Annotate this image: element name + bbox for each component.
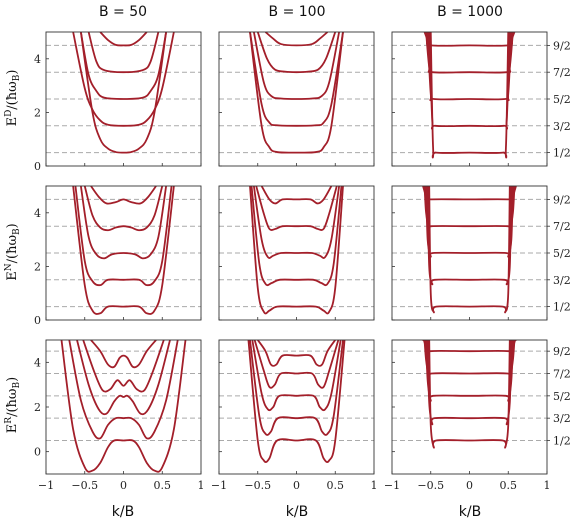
panel-robin-col3-level-label-4: 9/2 — [553, 345, 571, 358]
column-title-b50: B = 50 — [99, 4, 147, 20]
panel-robin-col2-level-4 — [257, 340, 336, 367]
panel-robin-col1-xtick-2: 0 — [120, 479, 127, 492]
panel-neumann-col1-level-2 — [79, 186, 168, 260]
xlabel-col2: k/B — [286, 504, 308, 520]
ylabel-row-neumann: EN/(ħωB) — [4, 223, 22, 281]
panel-robin-col3-xtick-1: −0.5 — [417, 479, 444, 492]
panel-dirichlet-col2-level-4 — [264, 32, 329, 47]
panel-dirichlet-col3-level-label-4: 9/2 — [553, 39, 571, 52]
panel-dirichlet-col3-level-label-0: 1/2 — [553, 147, 571, 160]
panel-dirichlet-col3-level-label-2: 5/2 — [553, 93, 571, 106]
panel-neumann-col3-level-3 — [423, 186, 516, 231]
panel-robin-col2-xtick-1: −0.5 — [244, 479, 271, 492]
panel-dirichlet-col1-level-1 — [72, 32, 175, 127]
panel-neumann-col3-level-0 — [428, 186, 511, 314]
panel-dirichlet-col1-ytick-1: 2 — [34, 106, 41, 119]
panel-robin-col2-level-2 — [251, 340, 342, 412]
panel-dirichlet-col2-level-2 — [252, 32, 341, 100]
panel-robin-col1-ytick-2: 4 — [34, 356, 41, 369]
panel-neumann-col2-level-0 — [249, 186, 344, 315]
panel-robin-col2-level-0 — [247, 340, 346, 463]
panel-neumann-col3-level-label-3: 7/2 — [553, 220, 571, 233]
panel-neumann-col1-ytick-0: 0 — [34, 314, 41, 327]
panel-robin-col1-level-0 — [60, 340, 187, 473]
column-title-b100: B = 100 — [269, 4, 326, 20]
panel-robin-col1-ytick-1: 2 — [34, 401, 41, 414]
panel-dirichlet-col2-level-1 — [249, 32, 344, 127]
panel-neumann-col3-level-2 — [425, 186, 514, 258]
panel-dirichlet-col3-level-2 — [426, 32, 513, 102]
panel-neumann-col2-level-1 — [250, 186, 343, 287]
ylabel-row-robin: ER/(ħωB) — [4, 377, 22, 433]
panel-neumann-col1-ytick-2: 4 — [34, 207, 41, 220]
panel-robin-col1-xtick-3: 0.5 — [154, 479, 172, 492]
panel-robin-col1-level-1 — [68, 340, 179, 440]
column-title-b1000: B = 1000 — [437, 4, 503, 20]
panel-dirichlet-col2-level-3 — [256, 32, 337, 74]
panels: 0 2 4 1/2 3/2 5/2 7/2 9/2 0 2 4 1/2 3/2 5/2 7/2 9/2 0 2 4 −… — [34, 31, 571, 492]
panel-robin-col3-frame — [391, 339, 548, 475]
panel-robin-col1-level-4 — [90, 340, 157, 369]
panel-robin-col3-level-4 — [422, 340, 517, 357]
panel-neumann-col2-level-3 — [255, 186, 338, 231]
panel-robin-col3-level-2 — [425, 340, 514, 402]
panel-robin-col3-level-1 — [426, 340, 513, 426]
panel-robin-col1-xtick-0: −1 — [38, 479, 54, 492]
panel-robin-col3-level-label-2: 5/2 — [553, 390, 571, 403]
panel-robin-col2-xtick-4: 1 — [371, 479, 378, 492]
panel-dirichlet-col1-level-2 — [79, 32, 168, 100]
panel-robin-col2-level-3 — [253, 340, 340, 389]
panel-neumann-col3-level-4 — [422, 186, 517, 204]
panel-dirichlet-col1-level-4 — [99, 32, 148, 47]
panel-robin-col3-xtick-3: 0.5 — [500, 479, 518, 492]
panel-dirichlet-col3-level-3 — [425, 32, 514, 74]
panel-dirichlet-col1-level-3 — [87, 32, 160, 74]
panel-robin-col3-xtick-4: 1 — [544, 479, 551, 492]
panel-robin-col1-xtick-4: 1 — [198, 479, 205, 492]
ylabel-row-dirichlet: ED/(ħωB) — [4, 70, 22, 127]
panel-dirichlet-col1-ytick-2: 4 — [34, 53, 41, 66]
panel-robin-col2-xtick-2: 0 — [293, 479, 300, 492]
panel-neumann-col1-level-1 — [74, 186, 173, 287]
panel-robin-col2-xtick-0: −1 — [211, 479, 227, 492]
panel-neumann-col2-level-4 — [260, 186, 333, 205]
panel-neumann-col1-ytick-1: 2 — [34, 260, 41, 273]
panel-robin-col2-xtick-3: 0.5 — [327, 479, 345, 492]
panel-robin-col3-level-label-3: 7/2 — [553, 368, 571, 381]
panel-robin-col1-xtick-1: −0.5 — [71, 479, 98, 492]
panel-dirichlet-col3-level-4 — [423, 32, 516, 47]
panel-dirichlet-col3-level-label-1: 3/2 — [553, 120, 571, 133]
panel-dirichlet-col2-level-0 — [249, 32, 344, 154]
panel-robin-col3-level-label-1: 3/2 — [553, 412, 571, 425]
panel-robin-col3-xtick-0: −1 — [384, 479, 400, 492]
panel-robin-col1-ytick-0: 0 — [34, 446, 41, 459]
panel-robin-col1-level-3 — [82, 340, 165, 393]
panel-neumann-col1-level-4 — [90, 186, 157, 205]
xlabel-col1: k/B — [112, 504, 134, 520]
panel-robin-col3-level-3 — [423, 340, 516, 380]
xlabel-col3: k/B — [459, 504, 481, 520]
panel-neumann-col1-level-0 — [72, 186, 175, 315]
panel-dirichlet-col1-level-0 — [79, 32, 168, 154]
panel-neumann-col3-level-label-0: 1/2 — [553, 301, 571, 314]
panel-neumann-col2-level-2 — [252, 186, 341, 259]
panel-robin-col2-frame — [218, 339, 375, 475]
panel-robin-col3-xtick-2: 0 — [466, 479, 473, 492]
panel-neumann-col3-level-label-2: 5/2 — [553, 247, 571, 260]
panel-dirichlet-col3-level-0 — [429, 32, 510, 159]
panel-neumann-col1-level-3 — [83, 186, 164, 232]
panel-dirichlet-col1-ytick-0: 0 — [34, 160, 41, 173]
panel-neumann-col3-level-1 — [426, 186, 513, 286]
panel-robin-col3-level-label-0: 1/2 — [553, 435, 571, 448]
panel-neumann-col3-level-label-1: 3/2 — [553, 274, 571, 287]
panel-dirichlet-col3-level-1 — [428, 32, 511, 130]
panel-neumann-col3-level-label-4: 9/2 — [553, 193, 571, 206]
panel-robin-col1-level-2 — [76, 340, 171, 416]
panel-robin-col2-level-1 — [249, 340, 344, 436]
panel-dirichlet-col3-level-label-3: 7/2 — [553, 66, 571, 79]
panel-robin-col3-level-0 — [428, 340, 511, 449]
